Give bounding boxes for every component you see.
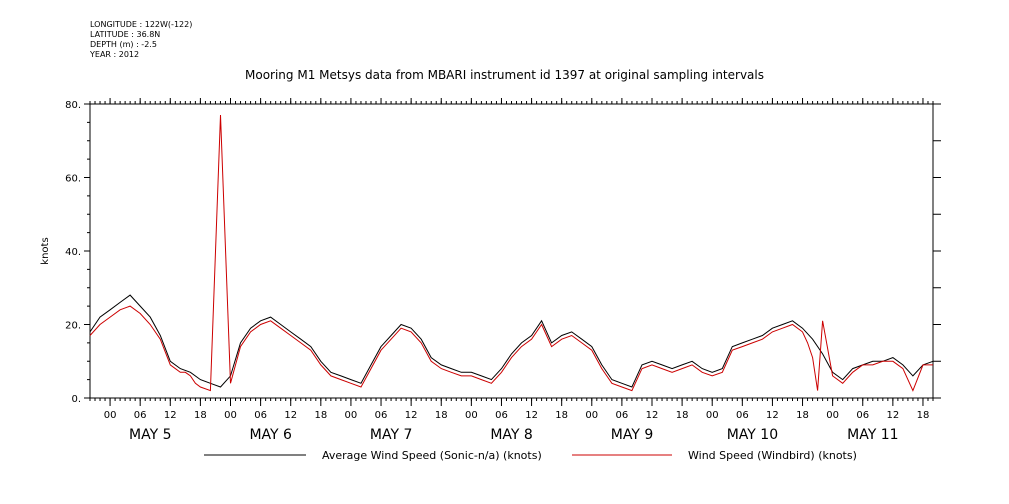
- year-text: YEAR : 2012: [90, 50, 140, 59]
- x-tick-label: 18: [194, 410, 207, 421]
- x-tick-label: 12: [284, 410, 297, 421]
- x-tick-label: 12: [886, 410, 899, 421]
- y-tick-label: 20.: [65, 321, 81, 332]
- x-tick-label: 12: [405, 410, 418, 421]
- x-tick-label: 06: [254, 410, 267, 421]
- x-tick-label: 12: [766, 410, 779, 421]
- legend-label-2: Wind Speed (Windbird) (knots): [688, 449, 857, 462]
- station-metadata: LONGITUDE : 122W(-122) LATITUDE : 36.8N …: [90, 20, 192, 60]
- x-tick-label: 18: [917, 410, 930, 421]
- x-tick-label: 00: [826, 410, 839, 421]
- x-tick-label: 06: [134, 410, 147, 421]
- x-tick-label: 18: [796, 410, 809, 421]
- y-tick-label: 80.: [65, 100, 81, 111]
- day-label: MAY 8: [490, 427, 532, 443]
- x-tick-label: 12: [525, 410, 538, 421]
- x-tick-label: 00: [104, 410, 117, 421]
- latitude-text: LATITUDE : 36.8N: [90, 30, 161, 39]
- x-tick-label: 00: [345, 410, 358, 421]
- depth-text: DEPTH (m) : -2.5: [90, 40, 157, 49]
- x-tick-label: 18: [676, 410, 689, 421]
- legend: Average Wind Speed (Sonic-n/a) (knots) Wi…: [204, 449, 857, 462]
- series-layer: [89, 114, 934, 392]
- day-label: MAY 11: [847, 427, 898, 443]
- longitude-text: LONGITUDE : 122W(-122): [90, 20, 193, 29]
- x-tick-label: 06: [495, 410, 508, 421]
- chart-title: Mooring M1 Metsys data from MBARI instru…: [245, 68, 764, 82]
- x-tick-label: 18: [314, 410, 327, 421]
- axes: 0. 20. 40. 60. 80. knots 00 06 12 18 00 06 12 18 00 06 1…: [40, 98, 941, 443]
- day-label: MAY 9: [611, 427, 653, 443]
- y-tick-label: 40.: [65, 247, 81, 258]
- day-label: MAY 10: [727, 427, 778, 443]
- x-tick-label: 06: [856, 410, 869, 421]
- x-tick-label: 00: [706, 410, 719, 421]
- x-tick-label: 12: [164, 410, 177, 421]
- x-tick-label: 18: [435, 410, 448, 421]
- day-label: MAY 5: [129, 427, 171, 443]
- x-tick-label: 00: [224, 410, 237, 421]
- x-tick-label: 06: [375, 410, 388, 421]
- y-tick-label: 60.: [65, 174, 81, 185]
- legend-label-1: Average Wind Speed (Sonic-n/a) (knots): [322, 449, 542, 462]
- x-tick-label: 06: [616, 410, 629, 421]
- y-axis-label: knots: [40, 237, 51, 264]
- day-label: MAY 7: [370, 427, 412, 443]
- y-tick-label: 0.: [71, 394, 81, 405]
- day-label: MAY 6: [249, 427, 292, 443]
- series-line-2: [89, 114, 933, 392]
- x-tick-label: 00: [585, 410, 598, 421]
- x-tick-label: 18: [555, 410, 568, 421]
- x-tick-label: 12: [646, 410, 659, 421]
- x-tick-label: 06: [736, 410, 749, 421]
- x-tick-label: 00: [465, 410, 478, 421]
